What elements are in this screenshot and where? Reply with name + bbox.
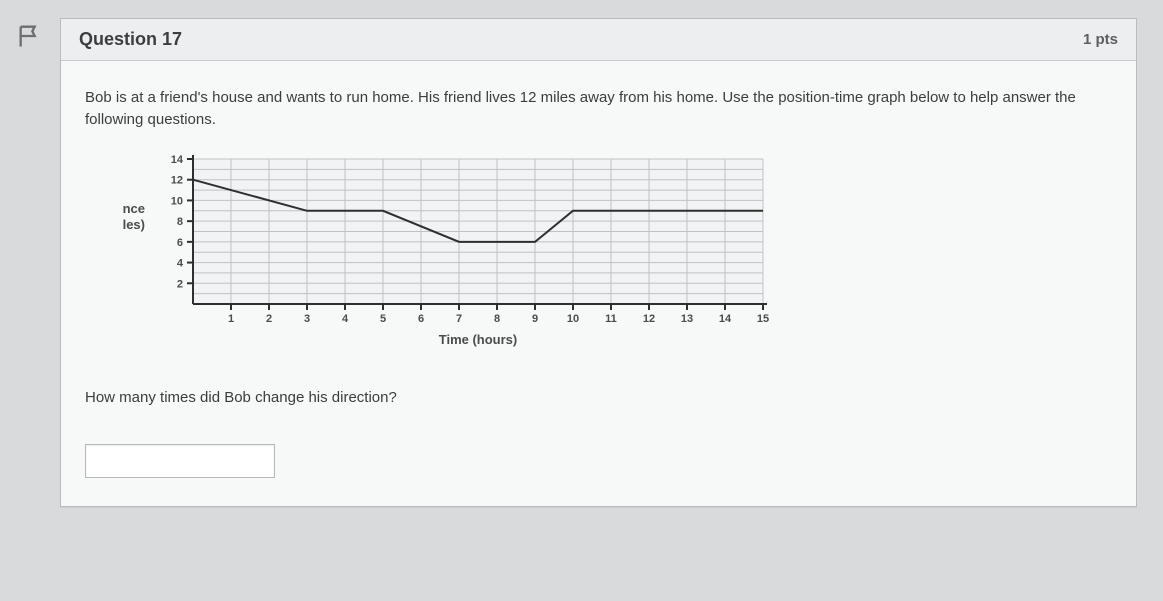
svg-text:6: 6 — [418, 313, 424, 325]
question-points: 1 pts — [1083, 31, 1118, 48]
question-number: Question 17 — [79, 29, 182, 50]
chart-svg: 1234567891011121314152468101214Time (hou… — [123, 149, 843, 369]
svg-text:10: 10 — [567, 313, 579, 325]
svg-text:8: 8 — [177, 216, 183, 228]
answer-input[interactable] — [85, 444, 275, 478]
svg-text:5: 5 — [380, 313, 386, 325]
svg-text:4: 4 — [342, 313, 349, 325]
position-time-chart: 1234567891011121314152468101214Time (hou… — [123, 149, 1112, 369]
svg-text:12: 12 — [171, 174, 183, 186]
svg-text:12: 12 — [643, 313, 655, 325]
question-card: Question 17 1 pts Bob is at a friend's h… — [60, 18, 1137, 507]
svg-text:3: 3 — [304, 313, 310, 325]
svg-text:1: 1 — [228, 313, 234, 325]
sub-question: How many times did Bob change his direct… — [85, 389, 1112, 406]
svg-text:9: 9 — [532, 313, 538, 325]
flag-icon[interactable] — [16, 22, 44, 50]
svg-text:14: 14 — [719, 313, 732, 325]
svg-text:4: 4 — [177, 257, 184, 269]
page-root: Question 17 1 pts Bob is at a friend's h… — [0, 0, 1163, 601]
question-header: Question 17 1 pts — [61, 19, 1136, 61]
svg-text:6: 6 — [177, 236, 183, 248]
question-body: Bob is at a friend's house and wants to … — [61, 61, 1136, 506]
svg-text:Time (hours): Time (hours) — [439, 332, 518, 347]
svg-text:14: 14 — [171, 154, 184, 166]
svg-text:8: 8 — [494, 313, 500, 325]
svg-text:7: 7 — [456, 313, 462, 325]
svg-text:11: 11 — [605, 313, 617, 325]
svg-text:(miles): (miles) — [123, 216, 145, 231]
svg-text:2: 2 — [266, 313, 272, 325]
svg-text:13: 13 — [681, 313, 693, 325]
svg-text:Distance: Distance — [123, 200, 145, 215]
svg-text:2: 2 — [177, 278, 183, 290]
svg-text:10: 10 — [171, 195, 183, 207]
question-prompt: Bob is at a friend's house and wants to … — [85, 87, 1112, 131]
svg-text:15: 15 — [757, 313, 769, 325]
